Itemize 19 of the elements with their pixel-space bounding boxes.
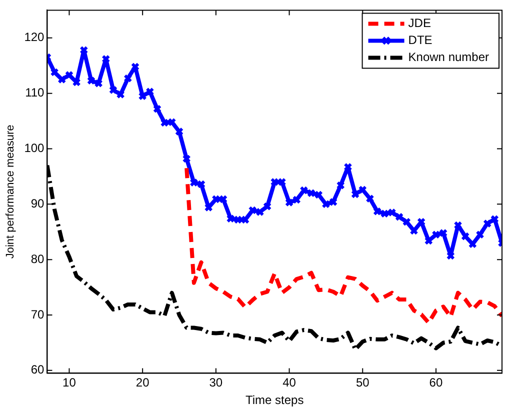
y-tick-label: 90	[30, 196, 45, 210]
x-axis-title: Time steps	[245, 393, 304, 408]
legend-label: DTE	[408, 33, 432, 48]
y-tick-label: 120	[24, 30, 45, 44]
x-tick-label: 60	[429, 376, 443, 390]
x-tick-label: 10	[62, 376, 76, 390]
y-tick-label: 70	[30, 307, 45, 322]
y-tick-label: 100	[24, 141, 45, 156]
legend-label: JDE	[408, 16, 431, 30]
x-tick-label: 40	[282, 376, 296, 390]
x-tick-label: 20	[136, 376, 150, 390]
x-tick-label: 50	[356, 376, 370, 390]
y-tick-label: 110	[25, 86, 45, 100]
x-tick-label: 30	[209, 376, 223, 390]
line-series	[184, 166, 502, 325]
y-tick-label: 60	[30, 362, 45, 377]
y-axis-title: Joint performance measure	[4, 124, 17, 259]
y-tick-label: 80	[30, 252, 45, 266]
legend-label: Known number	[408, 50, 490, 64]
